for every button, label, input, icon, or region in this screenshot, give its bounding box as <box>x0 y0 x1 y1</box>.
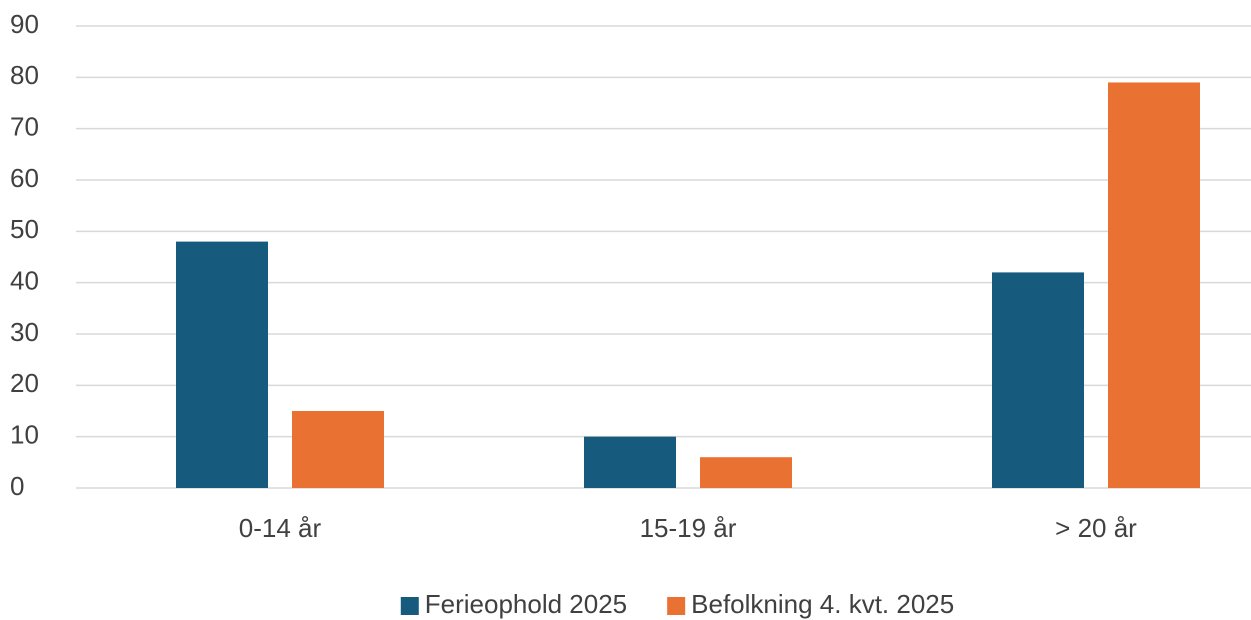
y-tick-label: 10 <box>10 420 39 450</box>
y-tick-label: 80 <box>10 60 39 90</box>
y-tick-label: 30 <box>10 317 39 347</box>
legend-swatch <box>667 597 686 615</box>
y-tick-label: 40 <box>10 266 39 296</box>
legend-label: Befolkning 4. kvt. 2025 <box>691 589 954 619</box>
y-tick-label: 50 <box>10 214 39 244</box>
x-tick-label: 0-14 år <box>239 513 322 543</box>
y-tick-label: 70 <box>10 112 39 142</box>
bar <box>992 272 1084 488</box>
y-tick-label: 60 <box>10 163 39 193</box>
legend-swatch <box>400 597 419 615</box>
bar <box>176 241 268 488</box>
bar <box>292 411 384 488</box>
x-tick-label: 15-19 år <box>640 513 737 543</box>
legend-label: Ferieophold 2025 <box>425 589 627 619</box>
bar <box>700 457 792 488</box>
y-tick-label: 90 <box>10 9 39 39</box>
y-tick-label: 0 <box>10 471 24 501</box>
x-tick-label: > 20 år <box>1055 513 1137 543</box>
bar <box>584 436 676 488</box>
bar <box>1108 82 1200 488</box>
y-tick-label: 20 <box>10 368 39 398</box>
